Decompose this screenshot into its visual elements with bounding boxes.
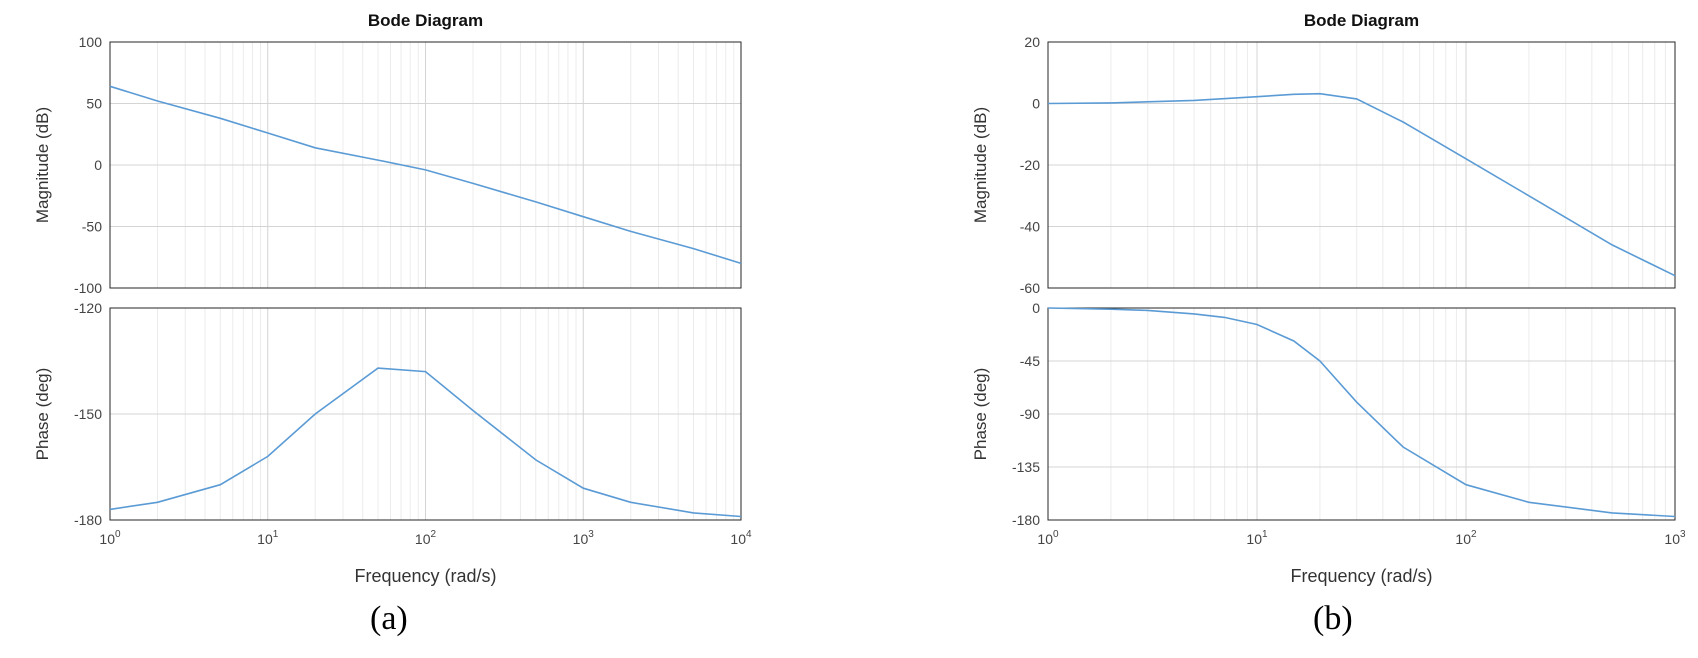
chart-b-x-tick-base: 10 <box>1664 531 1680 547</box>
chart-a-magnitude-y-tick-label: 50 <box>86 96 102 112</box>
chart-b-magnitude-y-tick-label: 0 <box>1032 96 1040 112</box>
chart-a-x-tick-exponent: 3 <box>588 529 594 540</box>
chart-b-magnitude-axes-box <box>1047 41 1676 289</box>
chart-b-phase-y-tick-label: -90 <box>1020 406 1040 422</box>
panel-label-b: (b) <box>1313 600 1353 637</box>
chart-b-x-tick-label: 101 <box>1246 529 1268 547</box>
chart-a-x-tick-exponent: 1 <box>273 529 279 540</box>
chart-a-phase-y-tick-label: -120 <box>74 300 102 316</box>
chart-b-xlabel: Frequency (rad/s) <box>1290 566 1432 586</box>
chart-b-phase-y-tick-label: 0 <box>1032 300 1040 316</box>
chart-b-title: Bode Diagram <box>1304 11 1419 30</box>
chart-b-x-tick-label: 100 <box>1037 529 1059 547</box>
chart-b-x-tick-exponent: 2 <box>1471 529 1477 540</box>
chart-a-x-tick-label: 102 <box>415 529 437 547</box>
chart-a-magnitude-y-tick-label: 100 <box>79 34 103 50</box>
chart-a-x-tick-exponent: 2 <box>431 529 437 540</box>
chart-b-x-tick-label: 103 <box>1664 529 1686 547</box>
chart-a-x-tick-label: 100 <box>99 529 121 547</box>
chart-a-x-tick-exponent: 0 <box>115 529 121 540</box>
chart-b-x-tick-label: 102 <box>1455 529 1477 547</box>
chart-a-x-tick-exponent: 4 <box>746 529 752 540</box>
chart-a-phase-y-tick-label: -150 <box>74 406 102 422</box>
chart-b-phase-y-tick-label: -180 <box>1012 512 1040 528</box>
chart-a-magnitude-curve <box>109 85 742 265</box>
chart-b-phase-axes-box <box>1047 307 1676 521</box>
chart-b-magnitude-panel: 20 0 -20 -40 -60 Magnitude (dB) <box>971 34 1676 296</box>
chart-b-magnitude-y-tick-label: 20 <box>1024 34 1040 50</box>
chart-a-x-tick-base: 10 <box>730 531 746 547</box>
chart-a-x-tick-base: 10 <box>573 531 589 547</box>
chart-a-phase-ylabel: Phase (deg) <box>33 368 52 461</box>
chart-b-x-tick-exponent: 0 <box>1053 529 1059 540</box>
chart-a-magnitude-y-tick-label: -50 <box>82 219 102 235</box>
chart-a-phase-y-tick-label: -180 <box>74 512 102 528</box>
chart-a-x-tick-label: 101 <box>257 529 279 547</box>
chart-b-x-tick-exponent: 1 <box>1262 529 1268 540</box>
chart-b-magnitude-ylabel: Magnitude (dB) <box>971 107 990 223</box>
chart-b-phase-y-tick-label: -45 <box>1020 353 1040 369</box>
chart-a-phase-panel: -120 -150 -180 Phase (deg) <box>33 300 742 528</box>
chart-b-x-tick-base: 10 <box>1037 531 1053 547</box>
chart-b-magnitude-y-tick-label: -20 <box>1020 157 1040 173</box>
chart-a-x-tick-label: 104 <box>730 529 752 547</box>
chart-a-magnitude-panel: 100 50 0 -50 -100 Magnitude (dB) <box>33 34 742 296</box>
chart-b-x-tick-exponent: 3 <box>1680 529 1686 540</box>
chart-a-x-tick-base: 10 <box>415 531 431 547</box>
chart-a-phase-curve <box>109 367 742 518</box>
chart-b-x-tick-base: 10 <box>1246 531 1262 547</box>
chart-a-magnitude-ylabel: Magnitude (dB) <box>33 107 52 223</box>
chart-a-title: Bode Diagram <box>368 11 483 30</box>
chart-a-xlabel: Frequency (rad/s) <box>354 566 496 586</box>
chart-a-magnitude-axes-box <box>109 41 742 289</box>
chart-b-magnitude-curve <box>1047 92 1676 277</box>
chart-a-x-tick-base: 10 <box>257 531 273 547</box>
chart-b-x-tick-base: 10 <box>1455 531 1471 547</box>
chart-a-x-tick-label: 103 <box>573 529 595 547</box>
chart-a-phase-axes-box <box>109 307 742 521</box>
chart-b-phase-y-tick-label: -135 <box>1012 459 1040 475</box>
panel-label-a: (a) <box>370 600 408 637</box>
chart-b-magnitude-y-tick-label: -60 <box>1020 280 1040 296</box>
chart-b-phase-panel: 0 -45 -90 -135 -180 Phase (deg) <box>971 300 1676 528</box>
chart-b-phase-curve <box>1047 307 1676 518</box>
chart-a-x-tick-base: 10 <box>99 531 115 547</box>
chart-b-magnitude-y-tick-label: -40 <box>1020 219 1040 235</box>
chart-a-magnitude-y-tick-label: -100 <box>74 280 102 296</box>
chart-a-magnitude-y-tick-label: 0 <box>94 157 102 173</box>
chart-b-phase-ylabel: Phase (deg) <box>971 368 990 461</box>
